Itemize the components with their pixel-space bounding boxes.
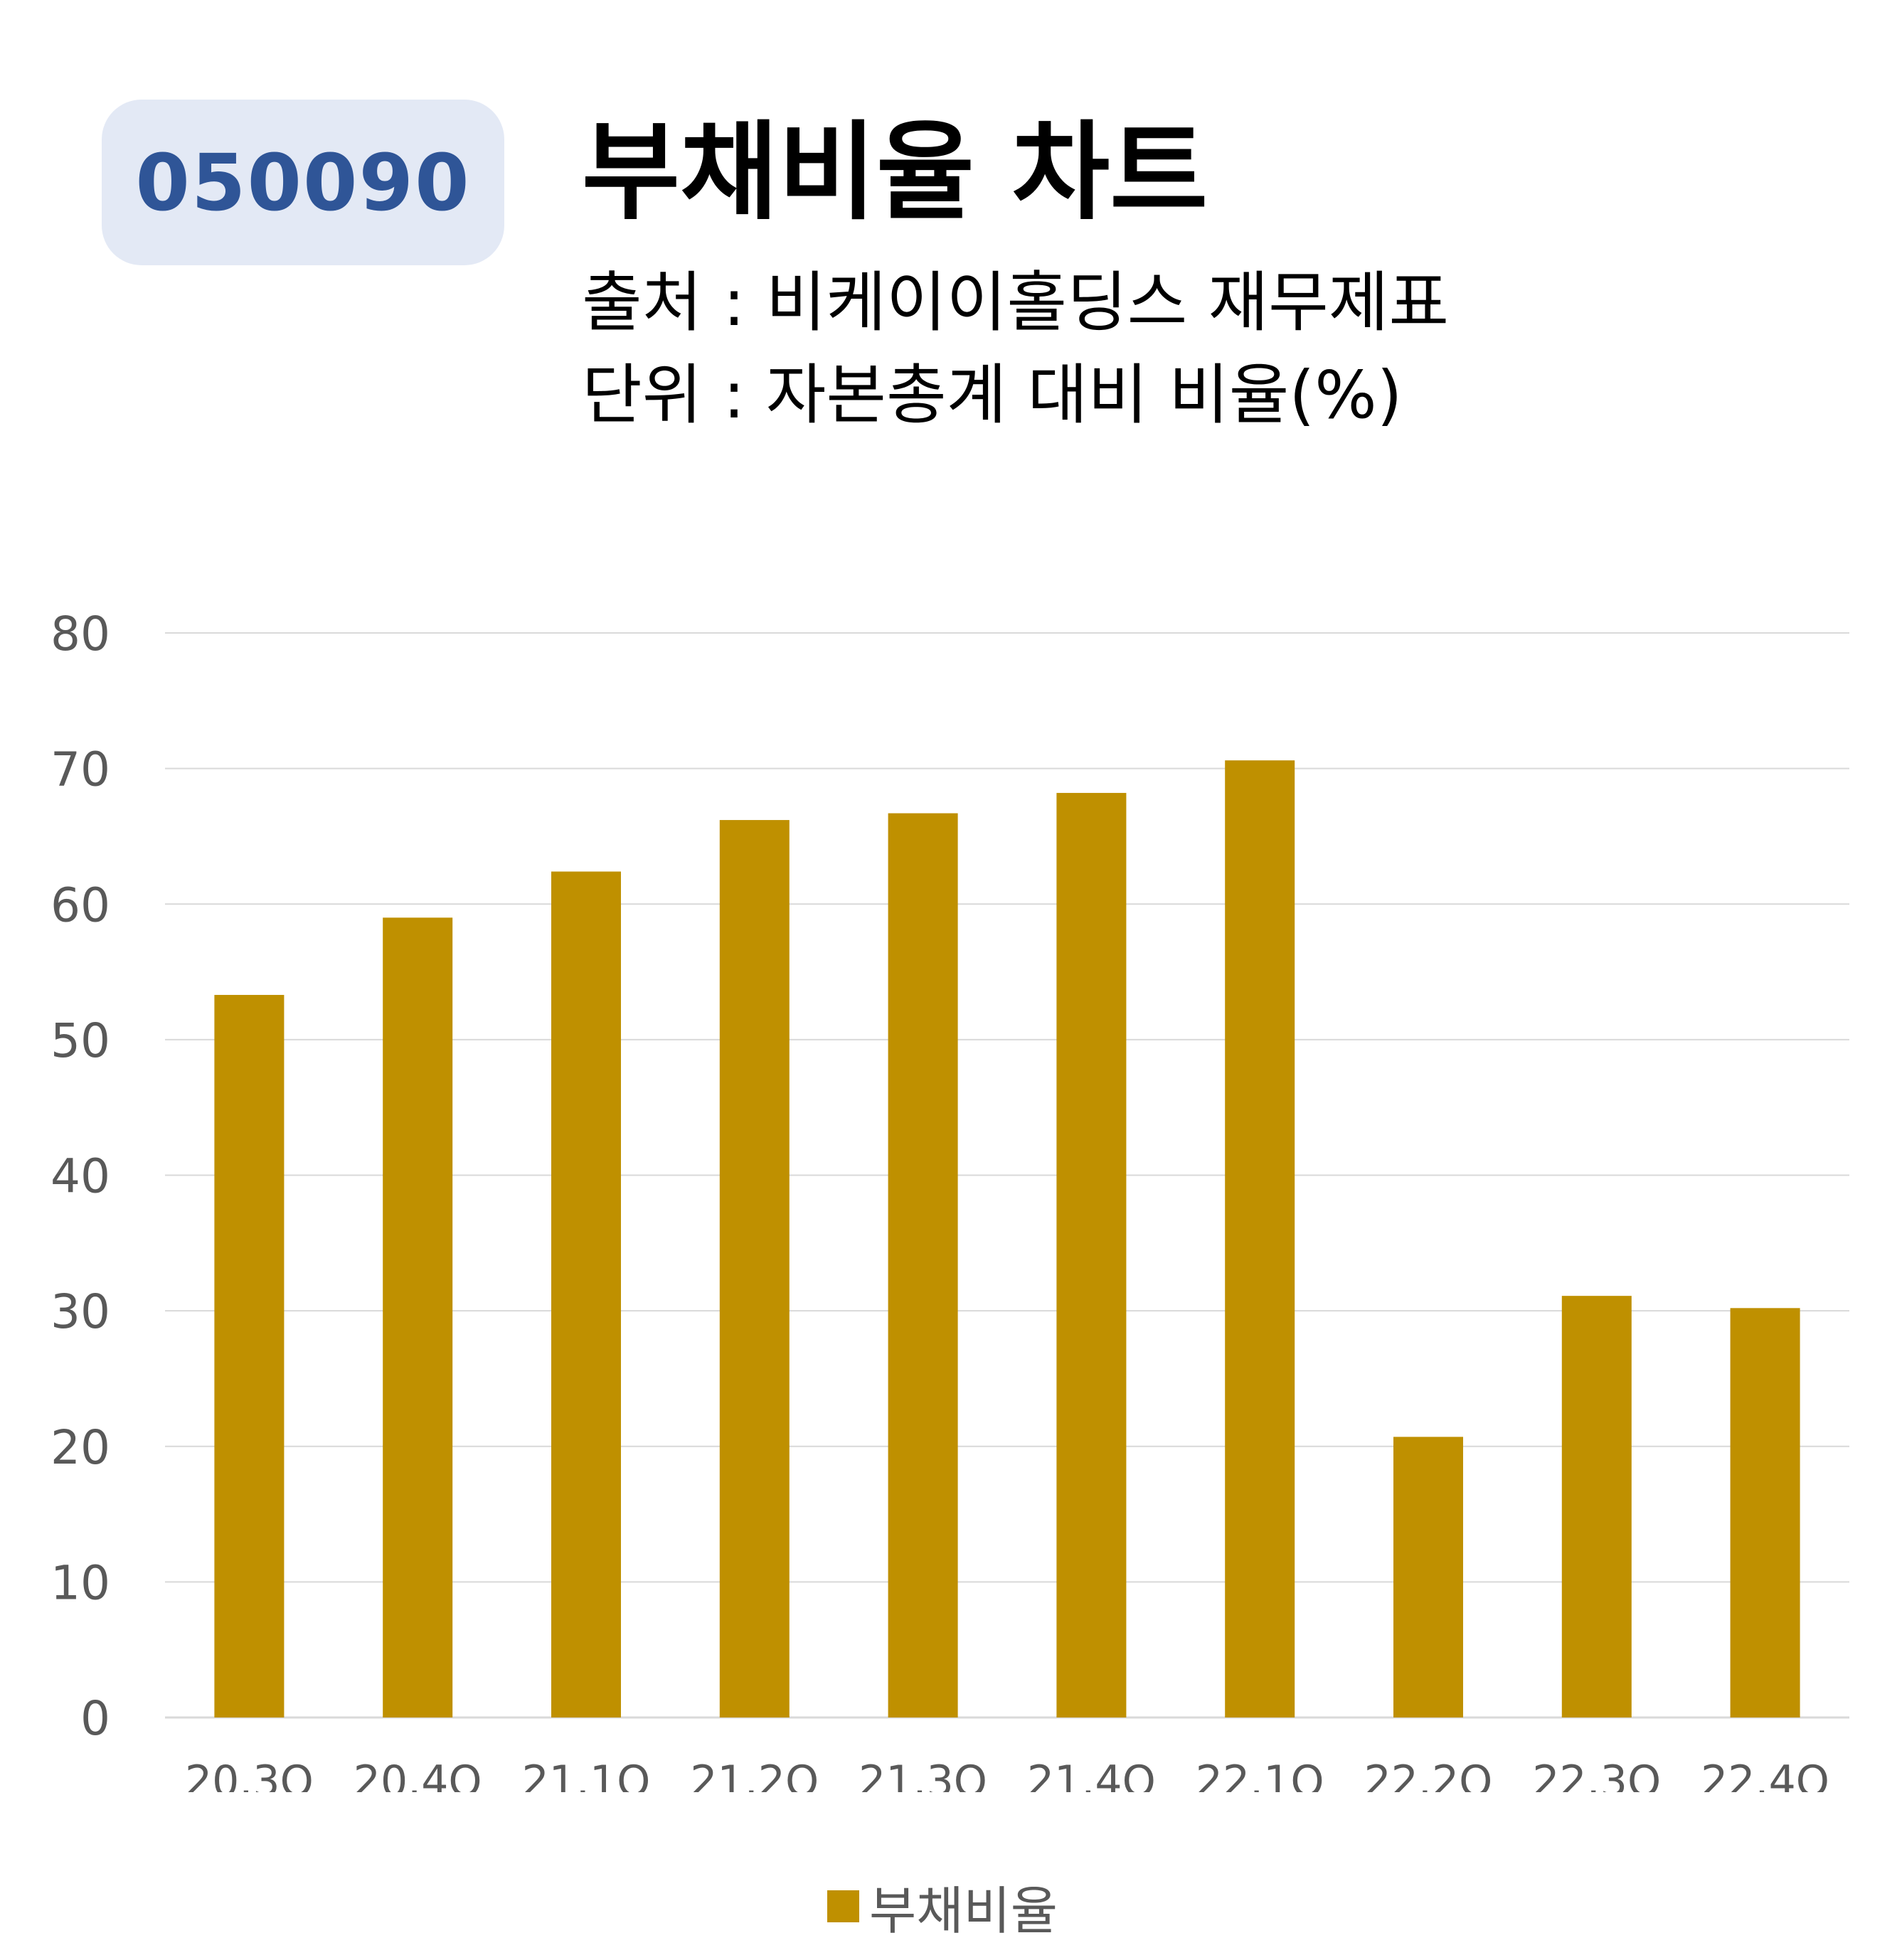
y-tick-label: 50 [51,1013,110,1068]
stock-code: 050090 [135,137,471,228]
bars [214,760,1800,1717]
bar [551,871,621,1717]
y-tick-label: 80 [51,607,110,661]
bar [888,813,958,1717]
y-tick-label: 30 [51,1284,110,1339]
y-tick-label: 10 [51,1555,110,1610]
y-tick-label: 20 [51,1420,110,1475]
x-axis-ticks: 20.3Q 20.4Q 21.1Q 21.2Q 21.3Q 21.4Q 22.1Q 22.2Q… [185,1757,1829,1792]
legend: 부채비율 [827,1869,1058,1944]
x-tick-label: 22.4Q [1701,1757,1829,1792]
bar [1561,1296,1632,1717]
bar [1393,1437,1463,1717]
y-tick-label: 60 [51,878,110,932]
unit-line: 단위 : 자본총계 대비 비율(%) [582,357,1403,433]
x-tick-label: 20.4Q [354,1757,482,1792]
bar [1225,760,1295,1717]
bar-chart: 0 10 20 30 40 50 60 70 80 20.3Q 20.4Q 21.1Q 21.2Q 21… [51,607,1849,1792]
bar [1056,792,1127,1717]
bar [214,994,285,1717]
x-tick-label: 22.1Q [1196,1757,1324,1792]
legend-swatch [827,1890,859,1922]
y-tick-label: 0 [80,1691,110,1746]
bar [719,820,790,1717]
x-tick-label: 21.2Q [690,1757,819,1792]
stock-code-badge: 050090 [102,100,504,265]
legend-label: 부채비율 [869,1881,1058,1941]
y-tick-label: 40 [51,1149,110,1204]
x-tick-label: 21.1Q [522,1757,651,1792]
x-tick-label: 20.3Q [185,1757,314,1792]
chart-title: 부채비율 차트 [582,111,1208,235]
y-tick-label: 70 [51,742,110,797]
bar [383,917,453,1717]
x-tick-label: 22.3Q [1532,1757,1661,1792]
bar [1730,1308,1800,1717]
source-line: 출처 : 비케이이홀딩스 재무제표 [582,265,1450,341]
y-axis-ticks: 0 10 20 30 40 50 60 70 80 [51,607,110,1746]
x-tick-label: 21.4Q [1027,1757,1156,1792]
x-tick-label: 22.2Q [1364,1757,1493,1792]
x-tick-label: 21.3Q [859,1757,987,1792]
